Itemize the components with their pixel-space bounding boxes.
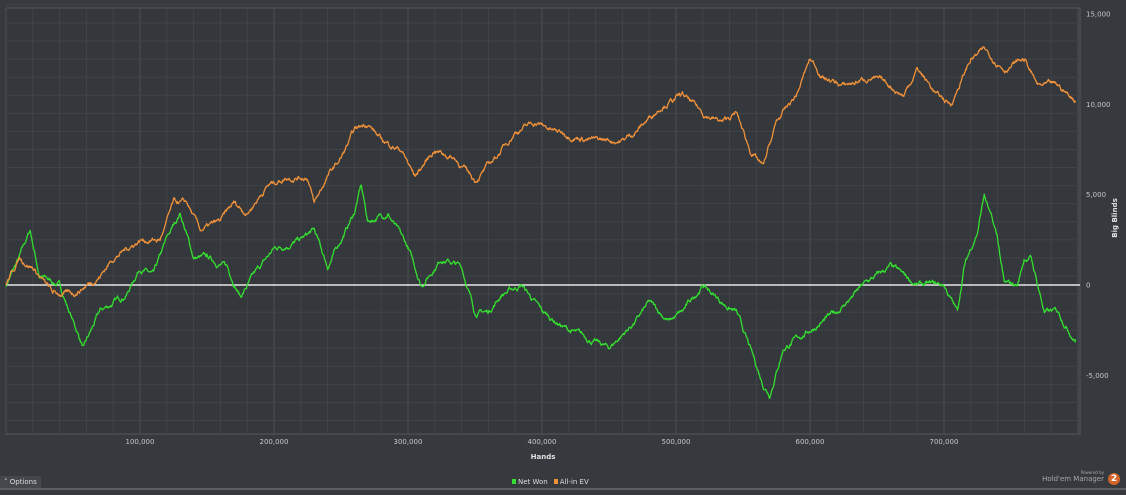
y-tick-label: 15,000 [1086, 10, 1111, 18]
y-axis-ticks: 15,000 10,000 5,000 0 -5,000 [1086, 10, 1111, 379]
net-won-swatch [512, 479, 516, 484]
divider [0, 488, 1126, 490]
hem-logo-icon: 2 [1108, 473, 1120, 485]
plot-area [5, 7, 1081, 435]
x-tick-label: 600,000 [796, 438, 825, 446]
series-line-all-in-ev [5, 46, 1076, 298]
series-lines [5, 46, 1076, 400]
caret-up-icon: ˄ [4, 478, 8, 486]
chart: 100,000 200,000 300,000 400,000 500,000 600,0… [5, 4, 1119, 461]
y-tick-label: -5,000 [1086, 372, 1109, 380]
all-in-ev-swatch [553, 479, 558, 484]
x-tick-label: 400,000 [528, 438, 557, 446]
legend: Net Won All-in EV [512, 478, 589, 486]
options-label: Options [9, 478, 37, 486]
series-line-net-won [5, 184, 1076, 400]
x-axis-label: Hands [531, 453, 556, 461]
y-tick-label: 5,000 [1086, 191, 1106, 199]
gridlines [5, 4, 1080, 434]
x-tick-label: 300,000 [394, 438, 423, 446]
legend-label: All-in EV [559, 478, 589, 486]
x-tick-label: 700,000 [930, 438, 959, 446]
x-tick-label: 100,000 [126, 438, 155, 446]
x-tick-label: 200,000 [260, 438, 289, 446]
y-tick-label: 0 [1086, 282, 1090, 290]
options-button[interactable]: ˄ Options [0, 476, 41, 488]
y-axis-label: Big Blinds [1111, 198, 1119, 237]
legend-label: Net Won [518, 478, 548, 486]
x-axis-ticks: 100,000 200,000 300,000 400,000 500,000 600,0… [126, 438, 959, 446]
brand: Powered by Hold'em Manager [1042, 470, 1104, 483]
brand-name: Hold'em Manager [1042, 475, 1104, 483]
x-tick-label: 500,000 [662, 438, 691, 446]
legend-item-net-won[interactable]: Net Won [512, 478, 548, 486]
y-tick-label: 10,000 [1086, 101, 1111, 109]
legend-item-all-in-ev[interactable]: All-in EV [553, 478, 589, 486]
brand-powered: Powered by [1080, 470, 1104, 475]
